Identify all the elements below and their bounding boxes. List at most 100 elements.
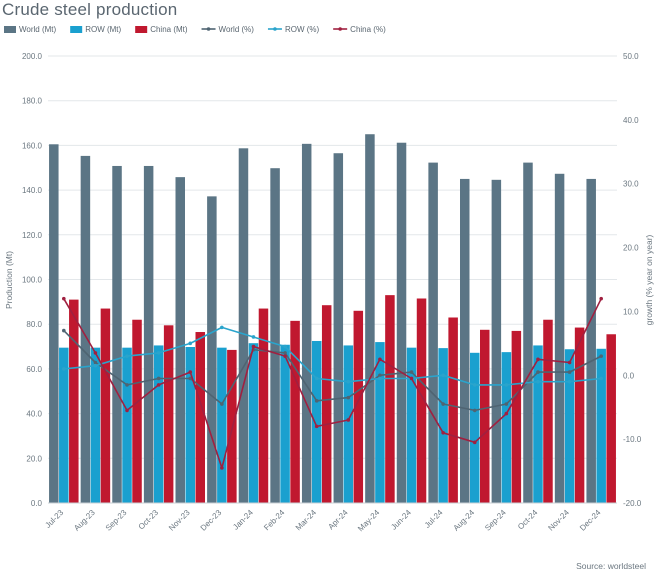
y-tick-right: 0.0 — [623, 371, 635, 380]
legend: World (Mt) ROW (Mt) China (Mt) World (%) ROW… — [4, 25, 386, 34]
bar-china — [574, 327, 585, 503]
bar-row — [375, 342, 385, 503]
line-china-pct — [63, 298, 602, 469]
x-tick-label: Oct-23 — [137, 508, 161, 532]
bar-world — [238, 148, 249, 504]
legend-swatch — [135, 26, 148, 33]
legend-label: World (%) — [219, 25, 255, 34]
legend-label: ROW (%) — [285, 25, 320, 34]
line-row-pct-point — [378, 376, 382, 381]
line-row-pct-point — [567, 379, 572, 384]
bar-world — [333, 153, 344, 503]
line-china-pct-point — [441, 430, 445, 435]
bars — [49, 134, 616, 504]
bar-world — [428, 162, 438, 503]
line-china-pct-point — [220, 466, 224, 470]
line-row-pct-point — [504, 383, 509, 387]
bar-china — [163, 325, 174, 503]
line-china-pct-point — [409, 376, 414, 381]
bar-china — [511, 330, 522, 503]
x-tick-label: Feb-24 — [262, 508, 287, 533]
line-china-pct-point — [346, 418, 351, 422]
bar-row — [217, 347, 227, 503]
y-tick-right: 30.0 — [623, 180, 639, 189]
line-row-pct-point — [472, 383, 477, 387]
y-tick-right: 50.0 — [623, 52, 639, 61]
bar-world — [396, 142, 407, 503]
bar-world — [49, 144, 59, 503]
bar-world — [365, 134, 375, 503]
bar-world — [175, 177, 185, 503]
line-china-pct-point — [93, 351, 98, 355]
x-tick-label: Aug-24 — [452, 508, 477, 533]
y-tick-right: -10.0 — [623, 435, 642, 444]
line-row-pct-point — [441, 373, 445, 378]
line-world-pct-point — [599, 354, 603, 358]
line-china-pct-point — [125, 408, 129, 413]
bar-china — [606, 334, 616, 503]
line-world-pct-point — [409, 370, 414, 374]
line-world-pct-point — [504, 402, 509, 406]
legend-marker — [338, 27, 342, 31]
y-tick-left: 180.0 — [22, 97, 43, 106]
bar-china — [321, 305, 332, 503]
line-row-pct-point — [346, 379, 351, 384]
line-world-pct-point — [188, 376, 193, 381]
bar-row — [185, 346, 195, 503]
line-china-pct-point — [188, 370, 193, 374]
bar-row — [90, 347, 101, 503]
line-world-pct-point — [62, 328, 66, 333]
line-world-pct-point — [156, 376, 161, 381]
line-world-pct-point — [536, 370, 540, 374]
line-row-pct-point — [251, 335, 256, 339]
x-tick-label: Mar-24 — [294, 508, 319, 533]
line-china-pct-point — [283, 354, 287, 358]
line-world-pct-point — [314, 399, 319, 403]
bar-china — [132, 319, 142, 503]
line-china-pct-point — [567, 360, 572, 365]
line-world-pct-point — [346, 395, 351, 400]
bar-world — [491, 179, 502, 503]
bar-china — [416, 298, 427, 503]
y-tick-left: 60.0 — [26, 365, 42, 374]
bar-row — [406, 347, 417, 503]
bar-world — [460, 178, 470, 504]
y-tick-left: 40.0 — [26, 410, 42, 419]
bar-row — [533, 345, 543, 503]
bar-world — [80, 155, 91, 504]
x-tick-label: Jul-23 — [43, 508, 65, 530]
line-world-pct-point — [125, 383, 129, 387]
line-world-pct-point — [220, 402, 224, 406]
x-tick-label: Nov-24 — [546, 508, 571, 533]
line-world-pct-point — [441, 402, 445, 406]
bar-world — [523, 162, 533, 503]
line-china-pct-point — [251, 344, 256, 349]
bar-china — [195, 332, 205, 503]
line-china-pct-point — [536, 357, 540, 362]
legend-swatch — [70, 26, 83, 33]
line-row-pct-point — [62, 367, 66, 371]
x-tick-label: Apr-24 — [326, 508, 350, 532]
x-tick-label: Sep-23 — [104, 508, 129, 533]
bar-china — [290, 320, 300, 503]
y-tick-left: 80.0 — [26, 320, 42, 329]
x-tick-label: Sep-24 — [483, 508, 508, 533]
source-note: Source: worldsteel — [576, 561, 646, 571]
bar-row — [438, 348, 448, 503]
chart-title: Crude steel production — [2, 0, 178, 19]
lines — [62, 296, 603, 470]
legend-label: China (Mt) — [150, 25, 188, 34]
y-tick-right: -20.0 — [623, 499, 642, 508]
y-tick-right: 40.0 — [623, 116, 639, 125]
x-tick-label: Aug-23 — [72, 508, 97, 533]
bar-world — [301, 143, 312, 503]
bar-china — [100, 308, 111, 503]
y-tick-left: 140.0 — [22, 186, 43, 195]
line-china-pct-point — [62, 296, 66, 301]
bar-row — [564, 349, 575, 503]
bar-row — [59, 347, 69, 503]
y-tick-right: 10.0 — [623, 307, 639, 316]
bar-world — [586, 178, 596, 504]
bar-row — [343, 345, 354, 503]
